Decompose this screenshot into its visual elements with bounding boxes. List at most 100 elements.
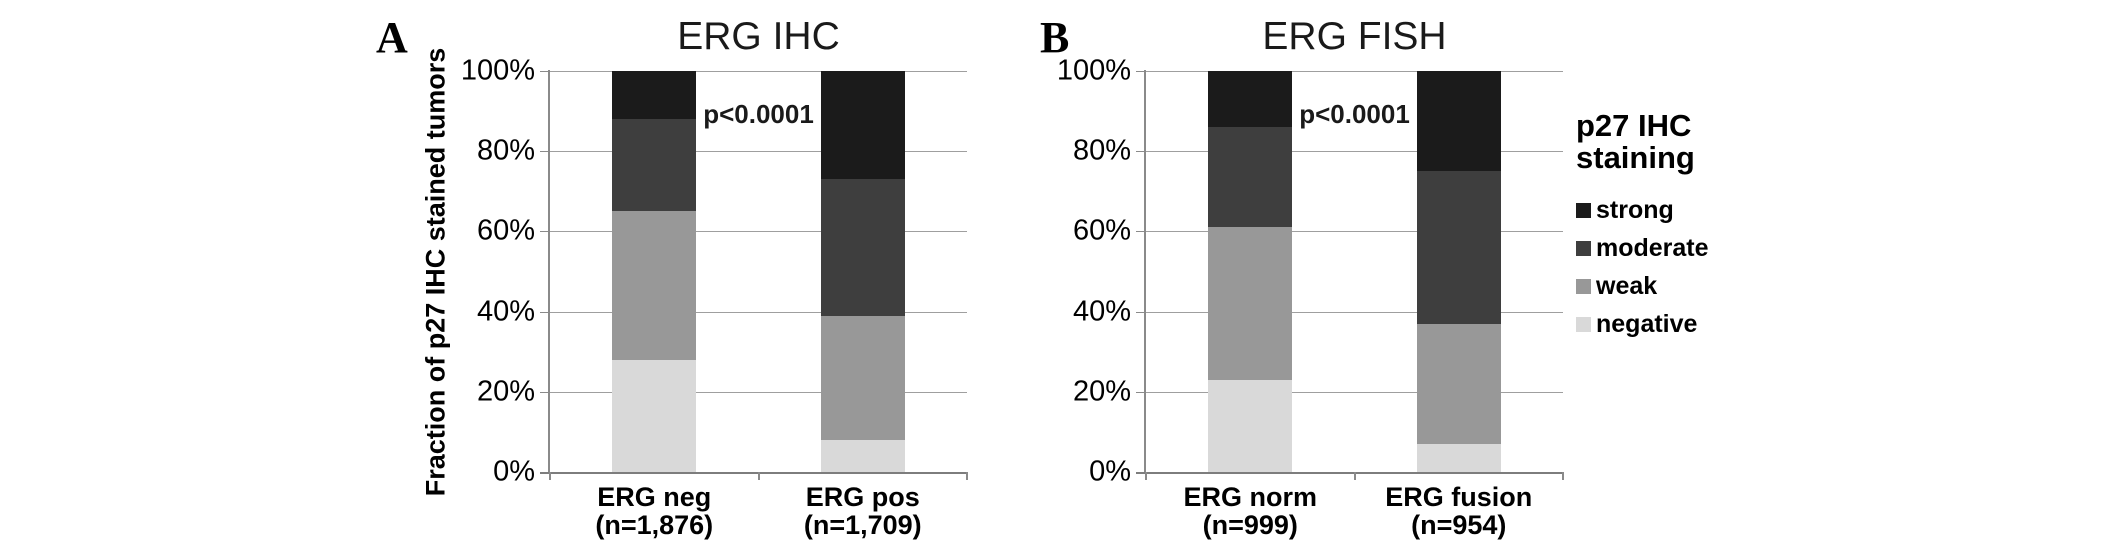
category-name: ERG norm <box>1183 482 1318 512</box>
stacked-bar-erg-pos <box>820 71 905 472</box>
category-n: (n=954) <box>1411 510 1507 540</box>
x-tick-mark <box>1562 472 1564 480</box>
gridline-40 <box>550 311 967 313</box>
y-tick-mark <box>1136 231 1145 233</box>
legend-item-moderate: moderate <box>1576 234 1709 262</box>
y-tick-label: 0% <box>493 455 535 488</box>
y-tick-mark <box>1136 391 1145 393</box>
stacked-bar-erg-fusion <box>1416 71 1501 472</box>
y-tick-label: 80% <box>1072 134 1131 167</box>
segment-weak <box>820 315 905 440</box>
category-name: ERG neg <box>597 482 712 512</box>
segment-moderate <box>1416 171 1501 324</box>
legend-item-label: negative <box>1596 309 1698 338</box>
category-label: ERG neg (n=1,876) <box>595 483 713 539</box>
x-axis-line <box>540 472 967 474</box>
panel-b-letter: B <box>1040 13 1070 62</box>
legend-item-label: moderate <box>1596 233 1709 262</box>
legend-item-negative: negative <box>1576 310 1709 338</box>
x-tick-mark <box>1145 472 1147 480</box>
legend-item-label: weak <box>1596 271 1658 300</box>
stacked-bar-erg-norm <box>1208 71 1293 472</box>
panel-erg-fish: ERG FISH p<0.0001 0% 20% 40% 60% 80% 100% ERG … <box>1057 17 1564 539</box>
legend-swatch-moderate <box>1576 240 1591 256</box>
segment-negative <box>820 439 905 472</box>
p-value-annotation: p<0.0001 <box>703 99 814 129</box>
legend: p27 IHC staining strong moderate weak negat… <box>1576 110 1709 338</box>
y-tick-mark <box>540 151 549 153</box>
y-tick-label: 20% <box>1072 375 1131 408</box>
legend-item-weak: weak <box>1576 272 1709 300</box>
segment-weak <box>612 211 697 360</box>
x-tick-mark <box>966 472 968 480</box>
segment-weak <box>1416 323 1501 444</box>
y-tick-mark <box>1136 311 1145 313</box>
gridline-60 <box>550 231 967 233</box>
x-tick-mark <box>757 472 760 480</box>
legend-item-strong: strong <box>1576 196 1709 224</box>
legend-items: strong moderate weak negative <box>1576 196 1709 338</box>
gridline-80 <box>550 151 967 153</box>
y-tick-label: 0% <box>1089 455 1131 488</box>
segment-negative <box>1208 379 1293 472</box>
category-n: (n=1,876) <box>595 510 714 540</box>
plot-area-erg-ihc: p<0.0001 0% 20% 40% 60% 80% 100% ERG neg (n=1,8… <box>461 56 968 539</box>
y-axis-line <box>548 70 550 474</box>
y-tick-label: 40% <box>476 295 535 328</box>
x-tick-mark <box>1353 472 1356 480</box>
segment-moderate <box>612 119 697 212</box>
segment-strong <box>1208 71 1293 128</box>
category-label: ERG fusion (n=954) <box>1385 483 1532 539</box>
legend-item-label: strong <box>1596 195 1674 224</box>
gridline-100 <box>550 71 967 72</box>
x-tick-mark <box>549 472 551 480</box>
y-tick-label: 60% <box>476 214 535 247</box>
category-label: ERG pos (n=1,709) <box>804 483 922 539</box>
segment-negative <box>1416 443 1501 472</box>
gridline-20 <box>550 391 967 393</box>
category-name: ERG pos <box>805 482 920 512</box>
panel-erg-ihc: ERG IHC p<0.0001 0% 20% 40% 60% 80% 100% ERG n… <box>461 17 968 539</box>
panel-a-letter: A <box>376 13 408 62</box>
y-tick-mark <box>540 71 549 72</box>
y-tick-mark <box>1136 71 1145 72</box>
category-name: ERG fusion <box>1385 482 1533 512</box>
legend-swatch-strong <box>1576 202 1591 218</box>
y-axis-title: Fraction of p27 IHC stained tumors <box>420 47 451 497</box>
y-tick-label: 100% <box>1056 54 1131 87</box>
gridline-80 <box>1146 151 1563 153</box>
y-tick-mark <box>540 231 549 233</box>
chart-title-erg-ihc: ERG IHC <box>677 15 840 58</box>
stacked-bar-erg-neg <box>612 71 697 472</box>
y-tick-label: 40% <box>1072 295 1131 328</box>
p-value-annotation: p<0.0001 <box>1299 99 1410 129</box>
segment-moderate <box>820 179 905 316</box>
segment-strong <box>612 71 697 120</box>
gridline-100 <box>1146 71 1563 72</box>
y-tick-mark <box>1136 151 1145 153</box>
category-n: (n=1,709) <box>803 510 922 540</box>
gridline-40 <box>1146 311 1563 313</box>
legend-swatch-weak <box>1576 278 1591 294</box>
plot-area-erg-fish: p<0.0001 0% 20% 40% 60% 80% 100% ERG norm (n=99… <box>1057 56 1564 539</box>
gridline-60 <box>1146 231 1563 233</box>
y-axis-line <box>1144 70 1146 474</box>
segment-strong <box>820 71 905 180</box>
segment-negative <box>612 359 697 472</box>
gridline-20 <box>1146 391 1563 393</box>
legend-title: p27 IHC staining <box>1576 108 1695 175</box>
y-tick-label: 100% <box>460 54 535 87</box>
category-label: ERG norm (n=999) <box>1183 483 1317 539</box>
y-tick-mark <box>540 311 549 313</box>
x-axis-line <box>1136 472 1563 474</box>
y-tick-label: 60% <box>1072 214 1131 247</box>
y-tick-mark <box>540 391 549 393</box>
segment-strong <box>1416 71 1501 172</box>
segment-moderate <box>1208 127 1293 228</box>
y-tick-label: 80% <box>476 134 535 167</box>
segment-weak <box>1208 227 1293 380</box>
category-n: (n=999) <box>1202 510 1298 540</box>
y-tick-label: 20% <box>476 375 535 408</box>
chart-title-erg-fish: ERG FISH <box>1262 15 1447 58</box>
